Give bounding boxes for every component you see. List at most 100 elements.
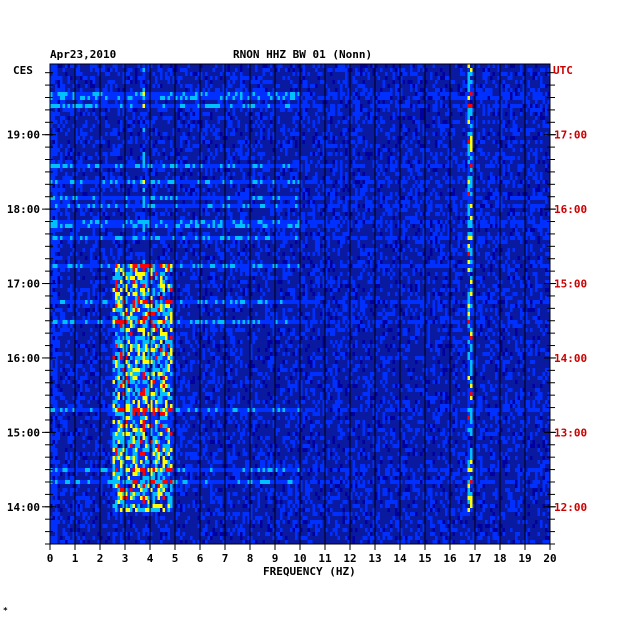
spectrogram-cell bbox=[140, 204, 143, 208]
spectrogram-cell bbox=[145, 96, 148, 100]
spectrogram-cell bbox=[252, 220, 255, 224]
spectrogram-cell bbox=[375, 152, 378, 156]
spectrogram-cell bbox=[220, 132, 223, 136]
spectrogram-cell bbox=[175, 228, 178, 232]
spectrogram-cell bbox=[262, 224, 265, 228]
spectrogram-cell bbox=[277, 68, 280, 72]
spectrogram-cell bbox=[535, 204, 538, 208]
spectrogram-cell bbox=[372, 64, 375, 68]
spectrogram-cell bbox=[407, 168, 410, 172]
spectrogram-cell bbox=[380, 244, 383, 248]
spectrogram-cell bbox=[245, 240, 248, 244]
spectrogram-cell bbox=[325, 164, 328, 168]
spectrogram-cell bbox=[365, 196, 368, 200]
spectrogram-cell bbox=[420, 104, 423, 108]
spectrogram-cell bbox=[285, 196, 288, 200]
spectrogram-cell bbox=[380, 180, 383, 184]
spectrogram-cell bbox=[432, 124, 435, 128]
spectrogram-cell bbox=[457, 232, 460, 236]
spectrogram-cell bbox=[457, 244, 460, 248]
spectrogram-cell bbox=[422, 112, 425, 116]
spectrogram-cell bbox=[360, 252, 363, 256]
spectrogram-cell bbox=[67, 260, 70, 264]
spectrogram-cell bbox=[57, 188, 60, 192]
spectrogram-cell bbox=[345, 120, 348, 124]
spectrogram-cell bbox=[102, 172, 105, 176]
spectrogram-cell bbox=[320, 140, 323, 144]
spectrogram-cell bbox=[155, 260, 158, 264]
spectrogram-cell bbox=[182, 236, 185, 240]
spectrogram-cell bbox=[152, 128, 155, 132]
spectrogram-cell bbox=[195, 204, 198, 208]
spectrogram-cell bbox=[302, 192, 305, 196]
spectrogram-cell bbox=[380, 220, 383, 224]
spectrogram-cell bbox=[250, 196, 253, 200]
spectrogram-cell bbox=[405, 200, 408, 204]
spectrogram-cell bbox=[470, 128, 473, 132]
spectrogram-cell bbox=[367, 76, 370, 80]
spectrogram-cell bbox=[202, 240, 205, 244]
spectrogram-cell bbox=[197, 72, 200, 76]
spectrogram-cell bbox=[430, 232, 433, 236]
spectrogram-cell bbox=[160, 136, 163, 140]
spectrogram-cell bbox=[540, 232, 543, 236]
spectrogram-cell bbox=[405, 156, 408, 160]
spectrogram-cell bbox=[175, 148, 178, 152]
spectrogram-cell bbox=[535, 176, 538, 180]
spectrogram-cell bbox=[127, 204, 130, 208]
spectrogram-cell bbox=[437, 184, 440, 188]
spectrogram-cell bbox=[185, 140, 188, 144]
spectrogram-cell bbox=[425, 200, 428, 204]
spectrogram-cell bbox=[240, 104, 243, 108]
spectrogram-cell bbox=[220, 96, 223, 100]
spectrogram-cell bbox=[77, 260, 80, 264]
spectrogram-cell bbox=[452, 196, 455, 200]
spectrogram-cell bbox=[225, 196, 228, 200]
spectrogram-cell bbox=[155, 92, 158, 96]
spectrogram-cell bbox=[162, 108, 165, 112]
spectrogram-cell bbox=[527, 100, 530, 104]
spectrogram-cell bbox=[92, 244, 95, 248]
spectrogram-cell bbox=[112, 264, 115, 268]
spectrogram-cell bbox=[505, 92, 508, 96]
spectrogram-cell bbox=[292, 172, 295, 176]
spectrogram-cell bbox=[237, 264, 240, 268]
spectrogram-cell bbox=[475, 204, 478, 208]
spectrogram-cell bbox=[500, 84, 503, 88]
spectrogram-cell bbox=[62, 188, 65, 192]
spectrogram-cell bbox=[120, 264, 123, 268]
spectrogram-cell bbox=[332, 80, 335, 84]
spectrogram-cell bbox=[92, 84, 95, 88]
spectrogram-cell bbox=[290, 220, 293, 224]
spectrogram-cell bbox=[157, 152, 160, 156]
spectrogram-cell bbox=[262, 176, 265, 180]
spectrogram-cell bbox=[50, 136, 53, 140]
spectrogram-cell bbox=[545, 252, 548, 256]
spectrogram-cell bbox=[355, 188, 358, 192]
spectrogram-cell bbox=[540, 140, 543, 144]
spectrogram-cell bbox=[460, 164, 463, 168]
spectrogram-cell bbox=[70, 252, 73, 256]
spectrogram-cell bbox=[335, 180, 338, 184]
spectrogram-cell bbox=[545, 124, 548, 128]
spectrogram-cell bbox=[50, 176, 53, 180]
spectrogram-cell bbox=[250, 176, 253, 180]
spectrogram-cell bbox=[202, 220, 205, 224]
spectrogram-cell bbox=[460, 108, 463, 112]
spectrogram-cell bbox=[485, 200, 488, 204]
spectrogram-cell bbox=[365, 236, 368, 240]
spectrogram-cell bbox=[322, 208, 325, 212]
spectrogram-cell bbox=[380, 104, 383, 108]
spectrogram-cell bbox=[95, 92, 98, 96]
spectrogram-cell bbox=[187, 236, 190, 240]
spectrogram-cell bbox=[95, 200, 98, 204]
spectrogram-cell bbox=[270, 104, 273, 108]
spectrogram-cell bbox=[500, 148, 503, 152]
spectrogram-cell bbox=[140, 176, 143, 180]
spectrogram-cell bbox=[537, 184, 540, 188]
spectrogram-cell bbox=[517, 104, 520, 108]
spectrogram-cell bbox=[362, 216, 365, 220]
spectrogram-cell bbox=[542, 160, 545, 164]
spectrogram-cell bbox=[297, 188, 300, 192]
spectrogram-cell bbox=[275, 96, 278, 100]
